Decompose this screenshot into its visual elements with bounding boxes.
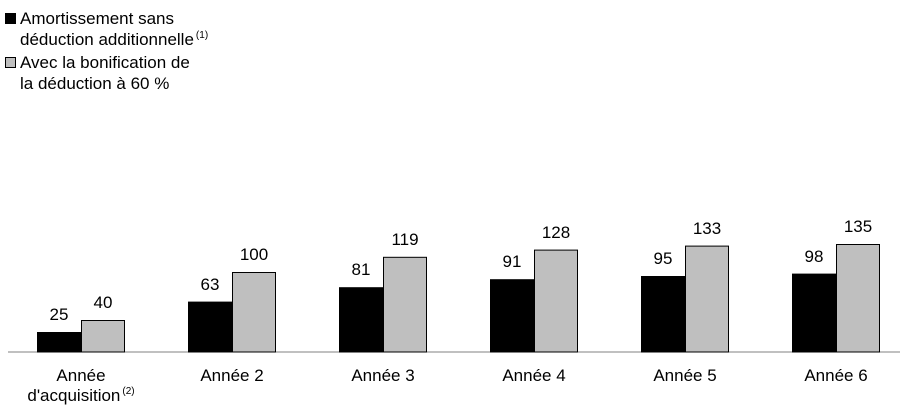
legend-swatch-black bbox=[5, 13, 16, 24]
data-label-series1-cat3: 81 bbox=[351, 260, 371, 280]
data-label-series1-cat2: 63 bbox=[200, 274, 220, 294]
x-tick-label-5: Année 5 bbox=[653, 366, 717, 385]
legend-swatch-gray bbox=[5, 57, 16, 68]
data-label-series2-cat5: 133 bbox=[692, 218, 722, 238]
legend: Amortissement sans déduction additionnel… bbox=[4, 8, 304, 96]
bar-series1-cat2 bbox=[188, 301, 232, 353]
x-tick-footnote-2: (2) bbox=[122, 386, 135, 398]
bar-series2-cat3 bbox=[383, 256, 427, 353]
data-label-series2-cat6: 135 bbox=[843, 217, 873, 236]
x-tick-label-6: Année 6 bbox=[804, 366, 868, 385]
legend-label-bonification: Avec la bonification de la déduction à 6… bbox=[20, 53, 190, 93]
data-label-series2-cat2: 100 bbox=[239, 245, 269, 264]
bar-series1-cat3 bbox=[339, 287, 383, 353]
data-label-series1-cat6: 98 bbox=[804, 246, 824, 266]
data-label-series2-cat1: 40 bbox=[93, 293, 113, 312]
x-tick-label-3: Année 3 bbox=[351, 366, 415, 385]
bar-series1-cat1 bbox=[37, 332, 81, 353]
bar-series2-cat4 bbox=[534, 249, 578, 353]
bar-series1-cat4 bbox=[490, 279, 534, 353]
bar-series1-cat6 bbox=[792, 273, 836, 353]
x-tick-label-2: Année 2 bbox=[200, 366, 264, 385]
bar-series1-cat5 bbox=[641, 276, 685, 353]
x-tick-label-1: Année d'acquisition (2) bbox=[27, 366, 135, 405]
bar-series2-cat6 bbox=[836, 244, 880, 353]
data-label-series1-cat4: 91 bbox=[502, 252, 522, 272]
data-label-series2-cat3: 119 bbox=[391, 229, 419, 249]
x-tick-label-4: Année 4 bbox=[502, 366, 566, 385]
bar-series2-cat2 bbox=[232, 272, 276, 353]
data-label-series1-cat1: 25 bbox=[49, 305, 69, 324]
legend-item-amortissement: Amortissement sans déduction additionnel… bbox=[4, 8, 304, 50]
bar-series2-cat1 bbox=[81, 320, 125, 353]
data-label-series1-cat5: 95 bbox=[653, 249, 673, 268]
legend-footnote-1: (1) bbox=[195, 30, 209, 42]
legend-label-amortissement: Amortissement sans déduction additionnel… bbox=[20, 9, 194, 49]
data-label-series2-cat4: 128 bbox=[541, 222, 571, 242]
legend-item-bonification: Avec la bonification de la déduction à 6… bbox=[4, 52, 304, 94]
bar-series2-cat5 bbox=[685, 245, 729, 353]
